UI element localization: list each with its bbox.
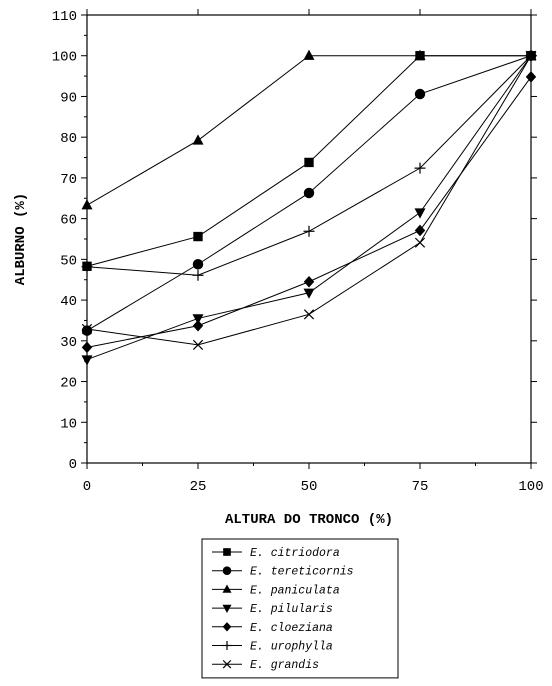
diamond-marker — [525, 71, 537, 83]
diamond-marker — [81, 341, 93, 354]
y-tick-label: 20 — [60, 376, 77, 392]
triangle-down-marker — [81, 355, 93, 366]
triangle-down-marker — [303, 288, 315, 299]
triangle-up-marker — [222, 584, 232, 593]
circle-marker — [303, 187, 315, 199]
data-series — [81, 49, 537, 366]
legend-item: E. citriodora — [212, 547, 340, 560]
triangle-up-marker — [81, 199, 93, 210]
legend-item: E. tereticornis — [212, 566, 354, 579]
plus-marker — [81, 261, 93, 273]
circle-marker — [414, 88, 426, 100]
triangle-up-marker — [192, 134, 204, 145]
square-marker — [193, 231, 203, 242]
x-axis-title: ALTURA DO TRONCO (%) — [225, 512, 393, 528]
legend-item: E. pilularis — [212, 603, 333, 616]
legend-item: E. cloeziana — [212, 622, 333, 635]
x-tick-label: 25 — [190, 479, 207, 495]
y-tick-label: 30 — [60, 335, 77, 351]
series-e-grandis — [81, 50, 537, 350]
y-tick-label: 70 — [60, 172, 77, 188]
series-e-cloeziana — [81, 71, 537, 354]
triangle-up-marker — [303, 49, 315, 60]
legend-label: E. paniculata — [250, 584, 340, 597]
x-tick-label: 75 — [412, 479, 429, 495]
legend-label: E. tereticornis — [250, 566, 354, 579]
y-tick-label: 60 — [60, 213, 77, 229]
legend-label: E. cloeziana — [250, 622, 333, 635]
plus-marker — [303, 225, 315, 237]
y-axis-title: ALBURNO (%) — [13, 193, 29, 285]
triangle-down-marker — [414, 208, 426, 219]
legend-label: E. urophylla — [250, 641, 333, 654]
series-line — [86, 55, 532, 346]
diamond-marker — [303, 275, 315, 288]
series-line — [86, 55, 531, 206]
cross-marker — [525, 50, 537, 61]
y-tick-label: 50 — [60, 253, 77, 269]
legend-label: E. citriodora — [250, 547, 340, 560]
square-marker — [223, 548, 231, 556]
plus-marker — [222, 641, 232, 650]
series-e-paniculata — [81, 49, 537, 210]
circle-marker — [81, 325, 93, 336]
diamond-marker — [192, 319, 204, 332]
series-line — [86, 76, 532, 348]
y-tick-label: 100 — [52, 50, 77, 66]
triangle-down-marker — [222, 604, 232, 614]
triangle-down-marker — [192, 314, 204, 325]
x-tick-label: 100 — [518, 479, 543, 495]
plot-frame — [86, 14, 532, 464]
cross-marker — [81, 323, 93, 335]
axes — [86, 14, 532, 464]
axis-ticks: 0 10 20 30 40 50 60 70 80 90 100 110 0 25 50 75 100 — [52, 9, 544, 495]
y-tick-label: 80 — [60, 131, 77, 147]
legend-item: E. grandis — [212, 659, 319, 672]
cross-marker — [414, 237, 426, 248]
series-e-pilularis — [81, 51, 537, 366]
circle-marker — [222, 566, 232, 575]
plus-marker — [414, 162, 426, 174]
legend-item: E. paniculata — [212, 584, 340, 597]
y-tick-label: 110 — [52, 9, 77, 25]
legend-label: E. grandis — [250, 659, 319, 672]
square-marker — [304, 157, 314, 168]
y-tick-label: 90 — [60, 90, 77, 106]
y-tick-label: 10 — [60, 416, 77, 432]
diamond-marker — [414, 224, 426, 237]
x-tick-label: 0 — [83, 479, 91, 495]
legend-item: E. urophylla — [212, 641, 333, 654]
legend: E. citriodora E. tereticornis E. paniculat… — [201, 538, 399, 679]
diamond-marker — [222, 622, 232, 632]
plus-marker — [192, 269, 204, 281]
series-e-citriodora — [82, 51, 536, 271]
cross-marker — [192, 339, 204, 350]
cross-marker — [303, 309, 315, 320]
circle-marker — [192, 259, 204, 270]
triangle-up-marker — [414, 49, 426, 60]
y-tick-label: 40 — [60, 294, 77, 310]
legend-label: E. pilularis — [250, 603, 333, 616]
x-tick-label: 50 — [301, 479, 318, 495]
y-tick-label: 0 — [69, 457, 77, 473]
cross-marker — [222, 659, 232, 669]
